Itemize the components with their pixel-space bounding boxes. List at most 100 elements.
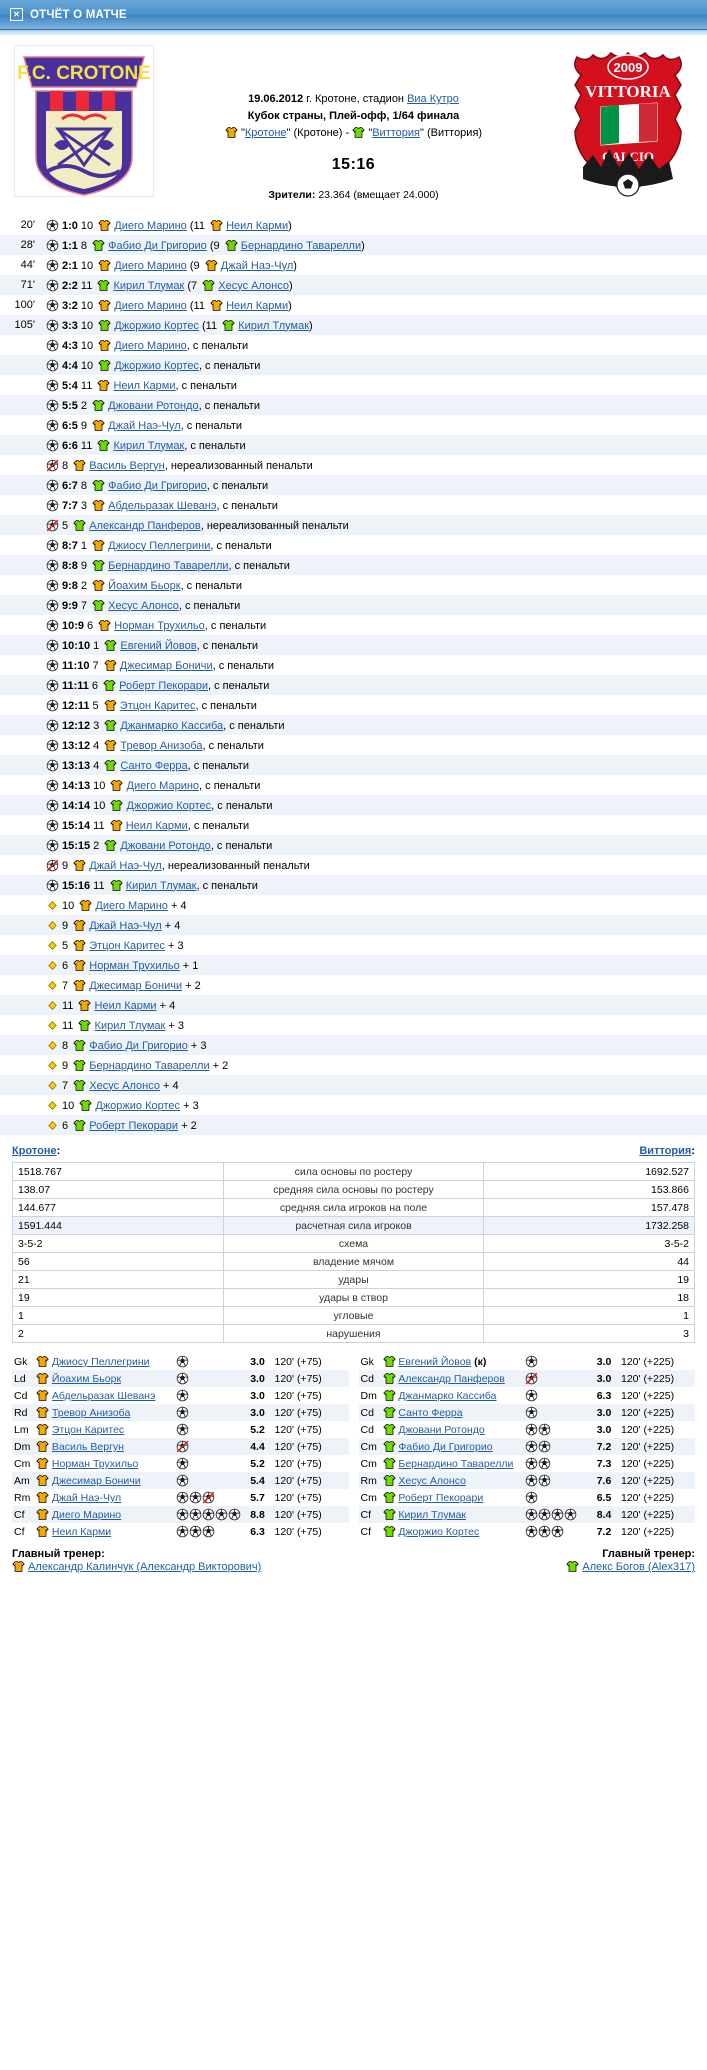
stats-row: 21 удары 19	[11, 1270, 696, 1289]
event-score: 7:7	[62, 499, 78, 512]
event-player-link[interactable]: Этцон Каритес	[119, 699, 196, 712]
lineup-player-cell: Диего Марино	[34, 1506, 174, 1523]
away-shirt-icon	[382, 1509, 396, 1520]
event-player-link[interactable]: Джиосу Пеллегрини	[108, 539, 211, 552]
event-player-link[interactable]: Бернардино Таварелли	[108, 559, 229, 572]
event-assist-link[interactable]: Хесус Алонсо	[218, 279, 289, 292]
event-player-link[interactable]: Василь Вергун	[89, 459, 165, 472]
event-player-link[interactable]: Александр Панферов	[89, 519, 201, 532]
event-player-link[interactable]: Норман Трухильо	[114, 619, 205, 632]
event-assist-link[interactable]: Бернардино Таварелли	[240, 239, 362, 252]
event-player-link[interactable]: Диего Марино	[126, 779, 200, 792]
event-player-link[interactable]: Неил Карми	[113, 379, 176, 392]
stats-home-team-link[interactable]: Кротоне	[12, 1145, 57, 1157]
event-player-link[interactable]: Джоржио Кортес	[114, 319, 199, 332]
event-player-link[interactable]: Кирил Тлумак	[94, 1019, 166, 1032]
lineup-player-link[interactable]: Кирил Тлумак	[398, 1509, 467, 1521]
lineup-player-link[interactable]: Джоржио Кортес	[398, 1526, 480, 1538]
lineup-player-link[interactable]: Василь Вергун	[51, 1441, 124, 1453]
event-assist-link[interactable]: Джай Наэ-Чул	[220, 259, 294, 272]
event-player-link[interactable]: Фабио Ди Григорио	[108, 239, 207, 252]
away-coach-link[interactable]: Алекс Богов (Alex317)	[582, 1561, 695, 1573]
event-player-link[interactable]: Джесимар Боничи	[89, 979, 183, 992]
event-player-link[interactable]: Роберт Пекорари	[119, 679, 208, 692]
lineup-player-link[interactable]: Евгений Йовов	[398, 1356, 472, 1368]
lineup-minutes: 120' (+75)	[272, 1370, 349, 1387]
event-player-link[interactable]: Джовани Ротондо	[120, 839, 211, 852]
event-player-link[interactable]: Джай Наэ-Чул	[89, 919, 162, 932]
event-assist-link[interactable]: Неил Карми	[226, 219, 289, 232]
home-team-link[interactable]: Кротоне	[244, 127, 287, 139]
lineup-player-link[interactable]: Джесимар Боничи	[51, 1475, 141, 1487]
lineup-player-link[interactable]: Бернардино Таварелли	[398, 1458, 514, 1470]
lineup-player-cell: Бернардино Таварелли	[381, 1455, 524, 1472]
event-assist-link[interactable]: Кирил Тлумак	[238, 319, 310, 332]
lineup-player-link[interactable]: Александр Панферов	[398, 1373, 505, 1385]
away-team-link[interactable]: Виттория	[372, 127, 420, 139]
event-player-link[interactable]: Роберт Пекорари	[89, 1119, 179, 1132]
lineup-player-link[interactable]: Джанмарко Кассиба	[398, 1390, 497, 1402]
event-score: 10:10	[62, 639, 91, 652]
lineup-player-link[interactable]: Санто Ферра	[398, 1407, 463, 1419]
lineup-player-link[interactable]: Джай Наэ-Чул	[51, 1492, 122, 1504]
event-assist-link[interactable]: Неил Карми	[226, 299, 289, 312]
event-player-link[interactable]: Фабио Ди Григорио	[89, 1039, 188, 1052]
event-icon-cell	[42, 739, 62, 752]
event-player-link[interactable]: Джай Наэ-Чул	[89, 859, 162, 872]
lineup-player-link[interactable]: Роберт Пекорари	[398, 1492, 484, 1504]
event-player-link[interactable]: Фабио Ди Григорио	[108, 479, 207, 492]
event-player-link[interactable]: Диего Марино	[114, 259, 187, 272]
event-player-link[interactable]: Диего Марино	[114, 299, 187, 312]
lineup-player-link[interactable]: Диего Марино	[51, 1509, 122, 1521]
event-player-link[interactable]: Неил Карми	[94, 999, 157, 1012]
event-player-link[interactable]: Джоржио Кортес	[114, 359, 199, 372]
lineup-player-link[interactable]: Джовани Ротондо	[398, 1424, 485, 1436]
stats-away-value: 3-5-2	[482, 1234, 696, 1253]
event-player-link[interactable]: Джанмарко Кассиба	[120, 719, 224, 732]
event-player-link[interactable]: Норман Трухильо	[89, 959, 180, 972]
event-player-link[interactable]: Тревор Анизоба	[120, 739, 203, 752]
away-lineup-table: Gk Евгений Йовов (к) 3.0 120' (+225) Cd Але…	[358, 1353, 695, 1540]
event-player-link[interactable]: Евгений Йовов	[120, 639, 197, 652]
lineup-player-link[interactable]: Этцон Каритес	[51, 1424, 125, 1436]
event-player-link[interactable]: Хесус Алонсо	[108, 599, 179, 612]
lineup-player-link[interactable]: Неил Карми	[51, 1526, 112, 1538]
lineup-player-link[interactable]: Тревор Анизоба	[51, 1407, 131, 1419]
event-player-link[interactable]: Неил Карми	[125, 819, 188, 832]
event-score: 9:8	[62, 579, 78, 592]
event-player-link[interactable]: Этцон Каритес	[89, 939, 165, 952]
lineup-player-link[interactable]: Джиосу Пеллегрини	[51, 1356, 150, 1368]
event-player-link[interactable]: Йоахим Бьорк	[108, 579, 181, 592]
stats-away-team-link[interactable]: Виттория	[639, 1145, 692, 1157]
event-icon-cell	[42, 999, 62, 1011]
lineup-player-link[interactable]: Хесус Алонсо	[398, 1475, 466, 1487]
event-player-link[interactable]: Джовани Ротондо	[108, 399, 199, 412]
event-player-link[interactable]: Диего Марино	[114, 219, 187, 232]
lineup-player-link[interactable]: Фабио Ди Григорио	[398, 1441, 493, 1453]
bonus-diamond-icon	[47, 1041, 57, 1050]
away-team-city: (Виттория)	[426, 127, 483, 139]
home-shirt-icon	[92, 579, 105, 591]
event-player-link[interactable]: Джоржио Кортес	[95, 1099, 181, 1112]
away-club-crest-icon: 2009 VITTORIA CALCIO	[574, 51, 682, 197]
event-player-number: 10	[80, 339, 94, 352]
event-player-link[interactable]: Джай Наэ-Чул	[108, 419, 181, 432]
event-player-link[interactable]: Санто Ферра	[120, 759, 188, 772]
event-player-link[interactable]: Джесимар Боничи	[119, 659, 213, 672]
event-player-link[interactable]: Кирил Тлумак	[125, 879, 197, 892]
lineup-player-link[interactable]: Йоахим Бьорк	[51, 1373, 122, 1385]
event-player-link[interactable]: Бернардино Таварелли	[89, 1059, 210, 1072]
event-player-link[interactable]: Кирил Тлумак	[113, 439, 185, 452]
event-player-link[interactable]: Джоржио Кортес	[126, 799, 212, 812]
home-coach-link[interactable]: Александр Калинчук (Александр Викторович…	[28, 1561, 262, 1573]
event-player-link[interactable]: Диего Марино	[114, 339, 187, 352]
event-player-link[interactable]: Кирил Тлумак	[113, 279, 185, 292]
event-player-link[interactable]: Абдельразак Шеванэ	[108, 499, 217, 512]
event-note: , с пенальти	[199, 779, 261, 792]
event-player-link[interactable]: Диего Марино	[95, 899, 168, 912]
lineup-player-link[interactable]: Абдельразак Шеванэ	[51, 1390, 156, 1402]
event-body: 15:14 11 Неил Карми, с пенальти	[62, 819, 707, 832]
lineup-player-link[interactable]: Норман Трухильо	[51, 1458, 139, 1470]
stadium-link[interactable]: Виа Кутро	[407, 93, 459, 105]
event-player-link[interactable]: Хесус Алонсо	[89, 1079, 160, 1092]
